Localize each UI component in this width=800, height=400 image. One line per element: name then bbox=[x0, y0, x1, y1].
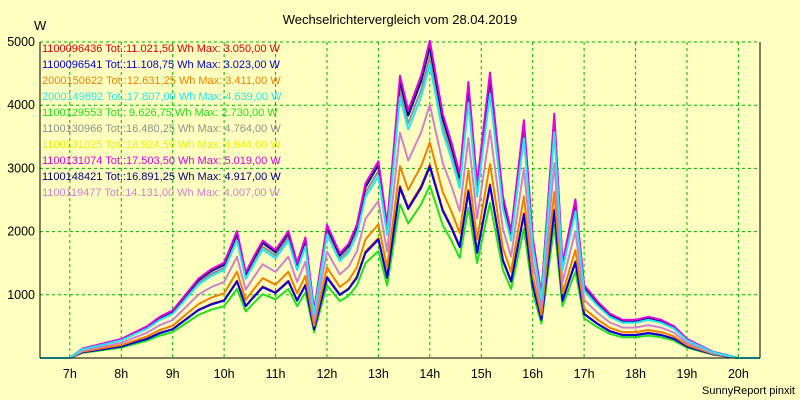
legend-entry: 1100148421 Tot.:16.891,25 Wh Max: 4.917,… bbox=[42, 171, 281, 183]
series-line-2000149892 bbox=[40, 63, 760, 359]
legend-entry: 1100096436 Tot.:11.021,50 Wh Max: 3.050,… bbox=[42, 43, 281, 55]
y-tick-label: 3000 bbox=[7, 161, 35, 175]
x-tick-label: 20h bbox=[728, 367, 749, 381]
chart-title: Wechselrichtervergleich vom 28.04.2019 bbox=[283, 12, 518, 27]
y-tick-label: 1000 bbox=[7, 288, 35, 302]
series-line-1100096541 bbox=[40, 165, 760, 359]
x-tick-label: 17h bbox=[574, 367, 595, 381]
x-tick-label: 15h bbox=[471, 367, 492, 381]
legend-entry: 1100096541 Tot.:11.108,75 Wh Max: 3.023,… bbox=[42, 59, 281, 71]
x-tick-label: 11h bbox=[266, 367, 286, 381]
legend-entry: 2000149892 Tot.:17.807,00 Wh Max: 4.639,… bbox=[42, 91, 282, 103]
series-line-1100129553 bbox=[40, 184, 760, 359]
x-tick-label: 12h bbox=[317, 367, 338, 381]
series-line-1100131074 bbox=[40, 39, 760, 359]
series-line-1100119477 bbox=[40, 103, 760, 359]
legend-entry: 1100131074 Tot.:17.503,50 Wh Max: 5.019,… bbox=[42, 155, 281, 167]
x-tick-label: 16h bbox=[522, 367, 543, 381]
x-tick-label: 9h bbox=[166, 367, 180, 381]
series-lines bbox=[40, 39, 760, 359]
x-tick-label: 8h bbox=[114, 367, 128, 381]
legend: 1100096436 Tot.:11.021,50 Wh Max: 3.050,… bbox=[42, 43, 282, 199]
y-tick-label: 5000 bbox=[7, 35, 35, 49]
y-axis-unit-label: W bbox=[34, 18, 47, 33]
legend-entry: 2000150622 Tot.:12.631,25 Wh Max: 3.411,… bbox=[42, 75, 281, 87]
y-tick-label: 2000 bbox=[7, 225, 35, 239]
x-tick-label: 14h bbox=[419, 367, 440, 381]
x-tick-label: 18h bbox=[625, 367, 646, 381]
x-tick-label: 7h bbox=[63, 367, 77, 381]
y-tick-label: 4000 bbox=[7, 98, 35, 112]
x-tick-labels: 7h 8h 9h 10h 11h 12h 13h 14h 15h 16h 17h 18h 19h 20h bbox=[63, 367, 749, 381]
footer-credit: SunnyReport pinxit bbox=[702, 385, 795, 397]
x-tick-label: 19h bbox=[677, 367, 698, 381]
x-tick-label: 10h bbox=[214, 367, 235, 381]
series-line-2000150622 bbox=[40, 141, 760, 359]
legend-entry: 1100130966 Tot.:16.480,25 Wh Max: 4.764,… bbox=[42, 123, 281, 135]
y-tick-labels: 1000 2000 3000 4000 5000 bbox=[7, 35, 35, 302]
legend-entry: 1100129553 Tot.: 9.626,75 Wh Max: 2.730,… bbox=[42, 107, 278, 119]
legend-entry: 1100119477 Tot.:14.131,00 Wh Max: 4.007,… bbox=[42, 187, 281, 199]
legend-entry: 1100131025 Tot.:16.924,50 Wh Max: 4.944,… bbox=[42, 139, 281, 151]
x-tick-label: 13h bbox=[368, 367, 389, 381]
